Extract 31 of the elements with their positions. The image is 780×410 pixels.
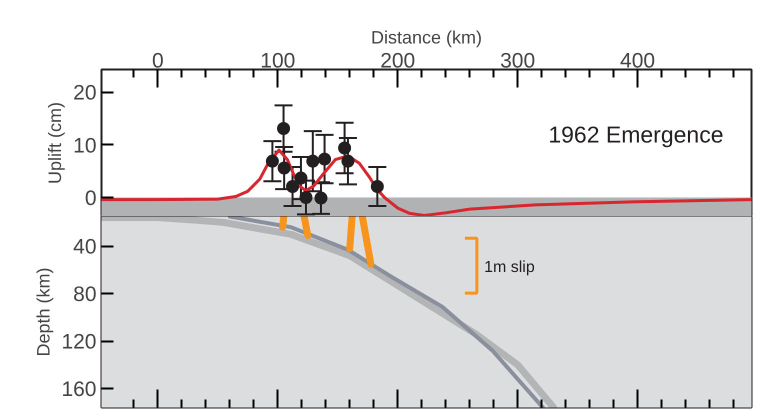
x-tick-label: 300: [500, 50, 536, 72]
y-tick-label: 40: [73, 236, 96, 259]
point: [278, 162, 291, 175]
y-tick-label: 160: [61, 378, 97, 402]
point: [294, 172, 308, 185]
line-series: [228, 216, 545, 408]
y-tick-label: 20: [73, 82, 96, 105]
point: [286, 180, 300, 193]
x-tick-label: 200: [380, 50, 416, 72]
x-axis-title: Distance (km): [370, 28, 482, 48]
point: [370, 180, 384, 193]
point: [318, 152, 332, 166]
y-tick-label: 0: [84, 187, 97, 210]
x-tick-label: 400: [620, 50, 656, 72]
point: [341, 154, 354, 168]
point: [266, 154, 279, 168]
point: [338, 142, 352, 154]
x-tick-label: 0: [152, 50, 164, 72]
annotation: 1m slip: [484, 259, 535, 276]
y-axis-title: Depth (km): [33, 267, 54, 357]
y-axis-title: Uplift (cm): [45, 102, 66, 184]
point: [277, 122, 290, 135]
y-tick-label: 10: [73, 134, 96, 158]
point: [314, 192, 328, 205]
y-tick-label: 120: [61, 330, 97, 354]
line-series: [102, 148, 752, 216]
point: [306, 154, 320, 168]
x-tick-label: 100: [260, 50, 296, 72]
point: [299, 191, 312, 204]
y-tick-label: 80: [73, 283, 96, 306]
annotation: 1962 Emergence: [548, 122, 724, 148]
